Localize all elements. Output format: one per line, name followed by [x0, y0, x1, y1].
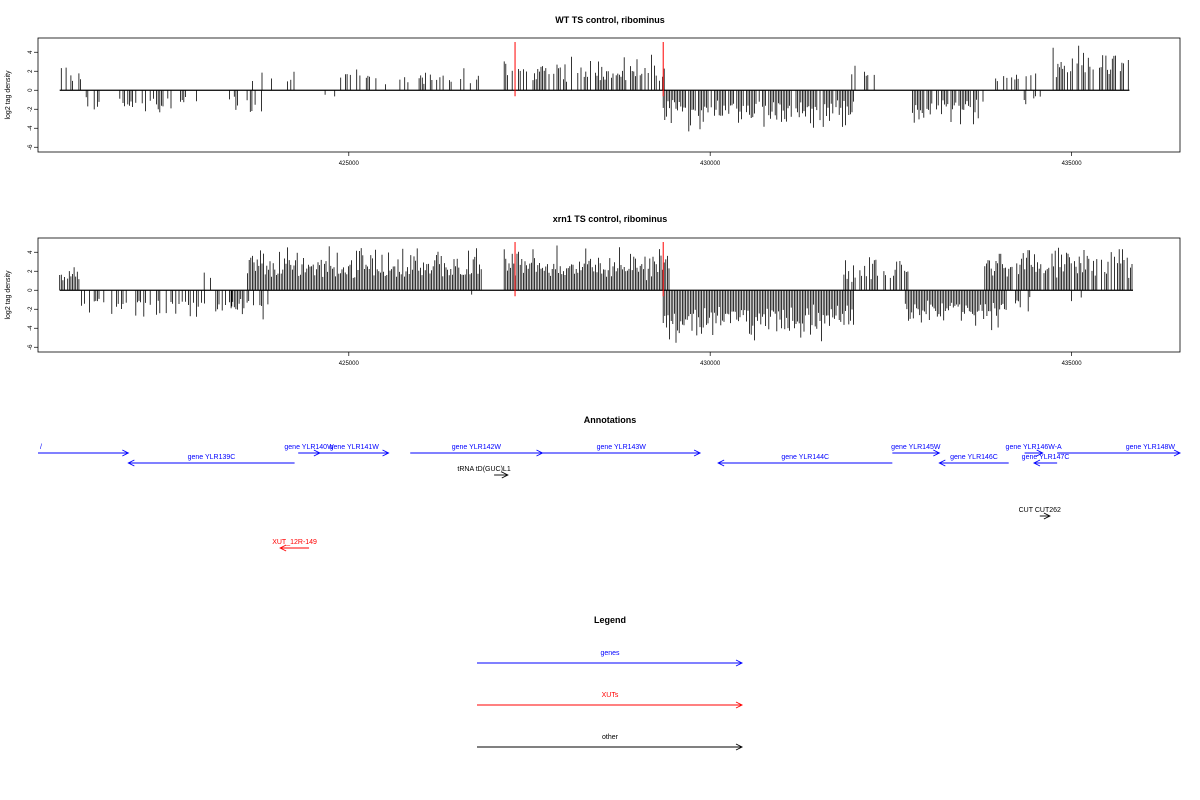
feature-label: gene YLR148W	[1126, 444, 1176, 451]
y-tick-label: -4	[28, 125, 34, 131]
y-tick-label: -6	[28, 344, 34, 350]
legend-label-genes: genes	[600, 650, 620, 657]
y-tick-label: 2	[28, 269, 34, 273]
annotations-title: Annotations	[584, 415, 637, 425]
x-tick-label: 425000	[339, 161, 360, 167]
wt-axis-ticks: 4 2 0 -2 -4 -6 425000 430000 435000	[28, 50, 1082, 167]
legend-entries: genes XUTs other	[477, 650, 744, 751]
x-tick-label: 430000	[700, 161, 721, 167]
xrn1-region-markers	[514, 242, 664, 297]
feature-label: gene YLR139C	[188, 454, 236, 461]
y-tick-label: -2	[28, 106, 34, 112]
feature-label: tRNA tD(GUC)L1	[457, 466, 510, 473]
xrn1-y-axis-label: log2 tag density	[5, 270, 12, 320]
y-tick-label: -6	[28, 144, 34, 150]
feature-label: gene YLR143W	[597, 444, 647, 451]
xrn1-axis-ticks: 4 2 0 -2 -4 -6 425000 430000 435000	[28, 250, 1082, 367]
feature-arrowhead	[933, 449, 941, 457]
wt-plot-frame	[37, 37, 1181, 153]
feature-label: /	[40, 444, 42, 451]
feature-label: gene YLR147C	[1022, 454, 1070, 461]
feature-label: gene YLR146W-A	[1006, 444, 1062, 451]
xrn1-coverage-bars	[59, 245, 1134, 343]
feature-arrowhead	[1032, 459, 1041, 467]
wt-y-axis-label: log2 tag density	[5, 70, 12, 120]
feature-arrowhead	[1043, 512, 1051, 520]
wt-coverage-panel: WT TS control, ribominus log2 tag densit…	[5, 15, 1181, 167]
feature-label: gene YLR142W	[452, 444, 502, 451]
y-tick-label: 0	[28, 288, 34, 292]
xrn1-panel-title: xrn1 TS control, ribominus	[553, 214, 668, 224]
wt-panel-title: WT TS control, ribominus	[555, 15, 665, 25]
feature-arrowhead	[717, 459, 725, 467]
feature-arrowhead	[1173, 449, 1182, 457]
legend: Legend genes XUTs other	[477, 615, 744, 751]
y-tick-label: -2	[28, 306, 34, 312]
xrn1-plot-frame	[37, 237, 1181, 353]
y-tick-label: 2	[28, 69, 34, 73]
legend-title: Legend	[594, 615, 626, 625]
legend-arrowhead	[735, 701, 744, 709]
legend-label-other: other	[602, 734, 619, 741]
feature-label: gene YLR146C	[950, 454, 998, 461]
feature-arrowhead	[501, 471, 509, 479]
feature-arrowhead	[279, 544, 287, 552]
legend-label-xuts: XUTs	[602, 692, 619, 699]
feature-label: CUT CUT262	[1019, 507, 1061, 514]
feature-arrowhead	[1036, 449, 1044, 457]
feature-arrowhead	[122, 449, 130, 457]
x-tick-label: 435000	[1062, 361, 1083, 367]
legend-arrowhead	[735, 659, 744, 667]
y-tick-label: 4	[28, 250, 34, 254]
x-tick-label: 430000	[700, 361, 721, 367]
legend-arrowhead	[735, 743, 744, 751]
y-tick-label: 0	[28, 88, 34, 92]
feature-label: gene YLR145W	[891, 444, 941, 451]
feature-label: gene YLR144C	[781, 454, 829, 461]
wt-coverage-bars	[59, 45, 1130, 132]
feature-label: gene YLR140W	[284, 444, 334, 451]
xrn1-coverage-panel: xrn1 TS control, ribominus log2 tag dens…	[5, 214, 1181, 367]
feature-arrowhead	[127, 459, 135, 467]
wt-region-markers	[514, 42, 664, 97]
x-tick-label: 435000	[1062, 161, 1083, 167]
feature-arrowhead	[382, 449, 390, 457]
x-tick-label: 425000	[339, 361, 360, 367]
y-tick-label: -4	[28, 325, 34, 331]
feature-arrowhead	[938, 459, 946, 467]
feature-label: XUT_12R-149	[272, 539, 317, 546]
feature-arrowhead	[693, 449, 702, 457]
y-tick-label: 4	[28, 50, 34, 54]
feature-label: gene YLR141W	[330, 444, 380, 451]
